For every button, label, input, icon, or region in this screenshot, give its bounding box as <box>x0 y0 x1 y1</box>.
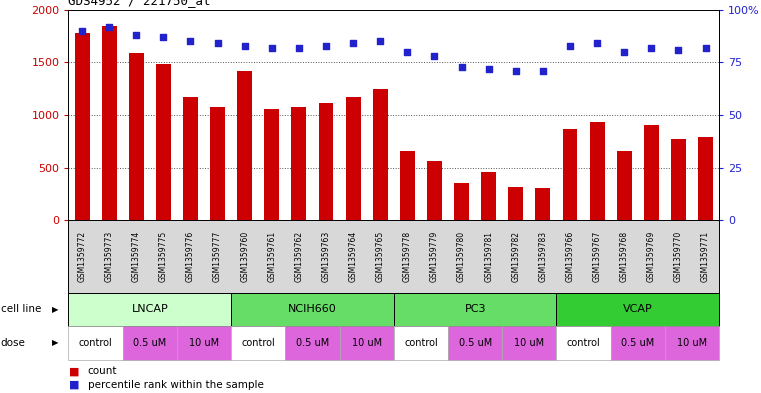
Text: GSM1359761: GSM1359761 <box>267 231 276 282</box>
Point <box>537 68 549 74</box>
Text: 0.5 uM: 0.5 uM <box>621 338 654 348</box>
Text: GSM1359760: GSM1359760 <box>240 231 249 282</box>
Text: GSM1359779: GSM1359779 <box>430 231 439 282</box>
Bar <box>536 188 550 220</box>
Point <box>699 44 712 51</box>
Bar <box>644 125 659 220</box>
Point <box>482 66 495 72</box>
Text: GSM1359762: GSM1359762 <box>295 231 304 282</box>
Bar <box>698 137 713 220</box>
Point <box>645 44 658 51</box>
Text: LNCAP: LNCAP <box>132 305 168 314</box>
Bar <box>156 64 170 220</box>
Bar <box>508 187 524 220</box>
Text: VCAP: VCAP <box>623 305 653 314</box>
Text: GSM1359768: GSM1359768 <box>619 231 629 282</box>
Point <box>510 68 522 74</box>
Point <box>347 40 359 47</box>
Bar <box>590 122 604 220</box>
Bar <box>617 151 632 220</box>
Bar <box>210 107 225 220</box>
Bar <box>264 108 279 220</box>
Point <box>673 47 685 53</box>
Text: 10 uM: 10 uM <box>189 338 219 348</box>
Point <box>374 38 387 44</box>
Point <box>591 40 603 47</box>
Text: GSM1359774: GSM1359774 <box>132 231 141 282</box>
Text: dose: dose <box>1 338 26 348</box>
Bar <box>75 33 90 220</box>
Text: GSM1359770: GSM1359770 <box>674 231 683 282</box>
Text: GSM1359776: GSM1359776 <box>186 231 195 282</box>
Point <box>212 40 224 47</box>
Text: NCIH660: NCIH660 <box>288 305 337 314</box>
Point <box>239 42 251 49</box>
Text: GSM1359772: GSM1359772 <box>78 231 87 282</box>
Point <box>428 53 441 59</box>
Text: GDS4952 / 221750_at: GDS4952 / 221750_at <box>68 0 211 7</box>
Text: GSM1359777: GSM1359777 <box>213 231 222 282</box>
Point <box>564 42 576 49</box>
Text: control: control <box>567 338 600 348</box>
Text: ▶: ▶ <box>52 338 59 347</box>
Text: GSM1359765: GSM1359765 <box>376 231 385 282</box>
Bar <box>373 89 387 220</box>
Point <box>401 49 413 55</box>
Text: GSM1359763: GSM1359763 <box>322 231 330 282</box>
Text: PC3: PC3 <box>464 305 486 314</box>
Text: GSM1359769: GSM1359769 <box>647 231 656 282</box>
Text: GSM1359780: GSM1359780 <box>457 231 466 282</box>
Bar <box>427 161 442 220</box>
Point <box>103 24 115 30</box>
Text: GSM1359783: GSM1359783 <box>539 231 547 282</box>
Text: GSM1359764: GSM1359764 <box>349 231 358 282</box>
Text: GSM1359775: GSM1359775 <box>159 231 168 282</box>
Text: GSM1359771: GSM1359771 <box>701 231 710 282</box>
Text: GSM1359767: GSM1359767 <box>593 231 602 282</box>
Bar <box>319 103 333 220</box>
Text: control: control <box>78 338 113 348</box>
Point <box>130 32 142 38</box>
Bar <box>400 151 415 220</box>
Text: cell line: cell line <box>1 305 41 314</box>
Point <box>618 49 630 55</box>
Point <box>293 44 305 51</box>
Text: 10 uM: 10 uM <box>352 338 382 348</box>
Point <box>158 34 170 40</box>
Text: GSM1359778: GSM1359778 <box>403 231 412 282</box>
Text: GSM1359781: GSM1359781 <box>484 231 493 282</box>
Point <box>266 44 278 51</box>
Text: ■: ■ <box>68 380 79 389</box>
Text: ▶: ▶ <box>52 305 59 314</box>
Text: ■: ■ <box>68 366 79 376</box>
Bar <box>129 53 144 220</box>
Text: GSM1359782: GSM1359782 <box>511 231 521 282</box>
Text: 0.5 uM: 0.5 uM <box>133 338 167 348</box>
Text: control: control <box>404 338 438 348</box>
Bar <box>345 97 361 220</box>
Text: control: control <box>241 338 275 348</box>
Bar <box>454 183 469 220</box>
Point <box>456 63 468 70</box>
Point <box>76 28 88 34</box>
Bar <box>481 172 496 220</box>
Text: count: count <box>88 366 117 376</box>
Text: percentile rank within the sample: percentile rank within the sample <box>88 380 263 389</box>
Text: GSM1359773: GSM1359773 <box>105 231 113 282</box>
Point <box>184 38 196 44</box>
Bar <box>102 26 116 220</box>
Bar <box>291 107 307 220</box>
Bar <box>183 97 198 220</box>
Bar <box>671 139 686 220</box>
Bar <box>237 71 252 220</box>
Text: 10 uM: 10 uM <box>514 338 544 348</box>
Point <box>320 42 332 49</box>
Text: GSM1359766: GSM1359766 <box>565 231 575 282</box>
Text: 0.5 uM: 0.5 uM <box>459 338 492 348</box>
Bar <box>562 129 578 220</box>
Text: 0.5 uM: 0.5 uM <box>296 338 329 348</box>
Text: 10 uM: 10 uM <box>677 338 707 348</box>
